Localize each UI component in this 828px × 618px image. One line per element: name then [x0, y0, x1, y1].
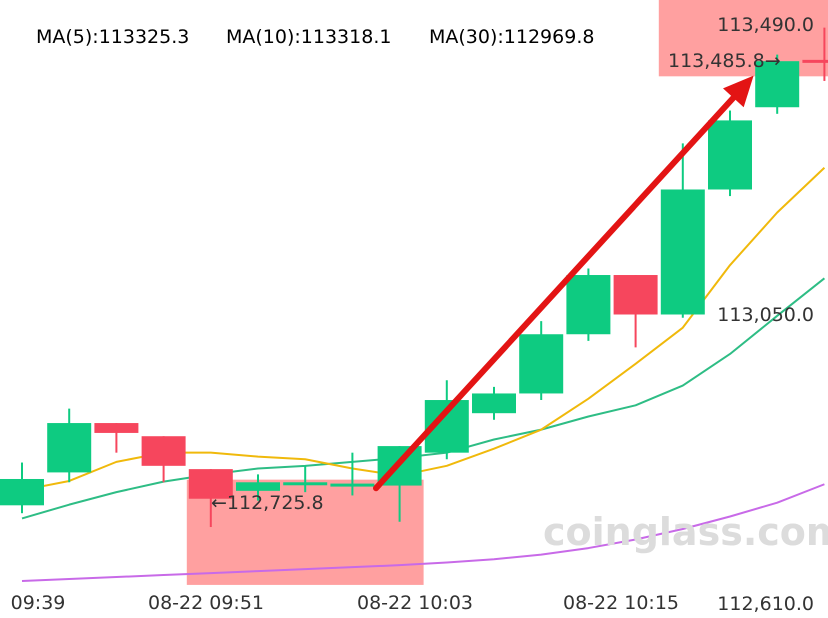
candle-body	[141, 436, 186, 466]
ma10-legend: MA(10):113318.1	[226, 26, 392, 48]
price-axis-top: 113,490.0	[717, 14, 814, 36]
ma30-line	[21, 483, 825, 582]
candle-body	[708, 120, 752, 190]
candle-body	[94, 423, 139, 433]
trend-arrow	[373, 75, 754, 492]
candle	[802, 27, 828, 81]
time-label: 08-22 10:15	[562, 592, 680, 614]
ma30-legend: MA(30):112969.8	[429, 26, 595, 48]
watermark-logo: coinglass.com	[543, 510, 828, 554]
arrow-shaft	[373, 94, 737, 492]
candle	[755, 54, 800, 114]
candle	[330, 452, 375, 496]
candle-body	[47, 423, 92, 473]
candles	[0, 27, 828, 528]
candle	[708, 110, 752, 197]
candle	[519, 321, 564, 401]
highlight-box	[658, 0, 828, 77]
candle	[566, 268, 611, 341]
ma5-legend: MA(5):113325.3	[36, 26, 190, 48]
candle-body	[755, 61, 800, 108]
candle	[94, 423, 139, 453]
candle-body	[330, 483, 375, 487]
candle	[660, 143, 705, 318]
time-label: 08-22 10:03	[356, 592, 474, 614]
candle	[0, 462, 44, 514]
candle	[472, 386, 516, 420]
candle-body	[613, 275, 658, 315]
low-price-annotation: ←112,725.8	[211, 492, 324, 514]
candle-body	[283, 482, 328, 486]
candle	[236, 474, 280, 501]
candle-body	[0, 478, 44, 506]
time-label: 09:39	[10, 592, 66, 614]
candle	[613, 275, 658, 348]
candle	[188, 469, 233, 528]
ma10-line	[21, 277, 826, 520]
candle-body	[236, 482, 280, 491]
highlight-boxes	[186, 0, 828, 585]
high-price-annotation: 113,485.8→	[668, 50, 781, 72]
time-label: 08-22 09:51	[147, 592, 265, 614]
candle-body	[519, 334, 564, 394]
candle	[141, 436, 186, 483]
candle-body	[472, 393, 516, 414]
candle-body	[802, 59, 828, 63]
candle-body	[188, 469, 233, 499]
candle-body	[566, 275, 611, 335]
arrow-head	[723, 75, 754, 108]
price-axis-bottom: 112,610.0	[717, 593, 814, 615]
candle	[283, 465, 328, 493]
candle	[47, 408, 92, 483]
price-axis-mid: 113,050.0	[717, 304, 814, 326]
candle-body	[660, 189, 705, 315]
